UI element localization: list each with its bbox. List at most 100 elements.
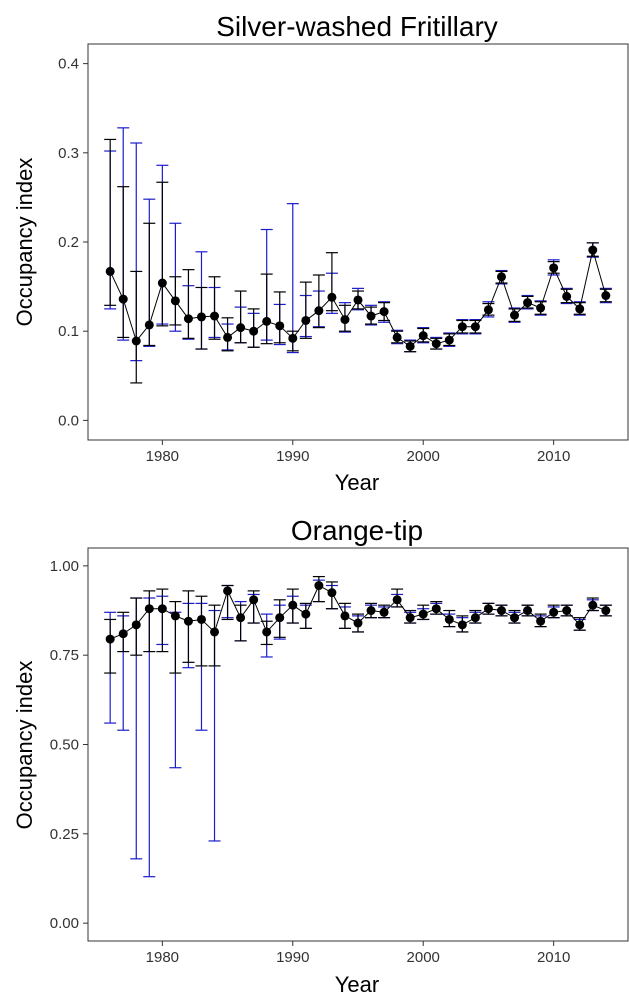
y-tick-label: 0.2 bbox=[58, 234, 79, 251]
data-point bbox=[379, 307, 389, 317]
data-point bbox=[340, 611, 350, 621]
y-tick-label: 0.25 bbox=[50, 826, 79, 843]
data-point bbox=[392, 332, 402, 342]
data-point bbox=[536, 616, 546, 626]
y-tick-label: 0.00 bbox=[50, 915, 79, 932]
data-point bbox=[288, 333, 298, 343]
data-marks bbox=[104, 127, 612, 384]
data-point bbox=[196, 312, 206, 322]
data-point bbox=[353, 618, 363, 628]
y-axis-title: Occupancy index bbox=[12, 158, 37, 327]
y-axis-title: Occupancy index bbox=[12, 661, 37, 830]
data-point bbox=[601, 291, 611, 301]
data-point bbox=[170, 611, 180, 621]
data-point bbox=[275, 613, 285, 623]
data-point bbox=[575, 304, 585, 314]
data-point bbox=[288, 600, 298, 610]
data-point bbox=[144, 604, 154, 614]
x-tick-label: 2010 bbox=[537, 448, 570, 465]
x-tick-label: 2010 bbox=[537, 949, 570, 966]
data-point bbox=[210, 311, 220, 321]
data-point bbox=[470, 322, 480, 332]
y-tick-label: 0.50 bbox=[50, 737, 79, 754]
data-point bbox=[392, 595, 402, 605]
data-point bbox=[562, 606, 572, 616]
data-point bbox=[496, 606, 506, 616]
data-point bbox=[483, 604, 493, 614]
data-point bbox=[327, 292, 337, 302]
panel-title: Orange-tip bbox=[291, 515, 423, 546]
data-point bbox=[249, 326, 259, 336]
data-point bbox=[457, 322, 467, 332]
y-tick-label: 0.3 bbox=[58, 145, 79, 162]
data-point bbox=[588, 600, 598, 610]
data-point bbox=[510, 613, 520, 623]
data-point bbox=[431, 604, 441, 614]
y-tick-label: 1.00 bbox=[50, 558, 79, 575]
data-point bbox=[262, 316, 272, 326]
data-point bbox=[131, 336, 141, 346]
data-point bbox=[183, 616, 193, 626]
x-tick-label: 1980 bbox=[146, 949, 179, 966]
data-point bbox=[549, 263, 559, 273]
data-point bbox=[496, 272, 506, 282]
data-point bbox=[183, 314, 193, 324]
plot-frame bbox=[87, 43, 629, 441]
data-point bbox=[483, 305, 493, 315]
data-point bbox=[262, 627, 272, 637]
data-point bbox=[105, 266, 115, 276]
x-axis-title: Year bbox=[335, 470, 379, 495]
data-point bbox=[444, 335, 454, 345]
panel-title: Silver-washed Fritillary bbox=[216, 11, 498, 42]
y-tick-label: 0.1 bbox=[58, 323, 79, 340]
data-point bbox=[379, 607, 389, 617]
data-point bbox=[536, 303, 546, 313]
data-point bbox=[523, 298, 533, 308]
panel-silver-washed-fritillary: Silver-washed Fritillary Year Occupancy … bbox=[12, 11, 629, 495]
x-tick-label: 1990 bbox=[276, 448, 309, 465]
data-point bbox=[340, 315, 350, 325]
data-point bbox=[405, 613, 415, 623]
x-tick-label: 1990 bbox=[276, 949, 309, 966]
data-point bbox=[236, 613, 246, 623]
data-point bbox=[223, 332, 233, 342]
data-point bbox=[562, 291, 572, 301]
data-point bbox=[301, 315, 311, 325]
data-point bbox=[170, 296, 180, 306]
y-tick-label: 0.0 bbox=[58, 412, 79, 429]
data-point bbox=[249, 595, 259, 605]
data-point bbox=[131, 620, 141, 630]
x-tick-label: 1980 bbox=[146, 448, 179, 465]
x-axis-title: Year bbox=[335, 972, 379, 995]
data-point bbox=[457, 620, 467, 630]
data-point bbox=[418, 331, 428, 341]
axis-ticks: 1980 1990 2000 2010 0.0 0.1 0.2 0.3 0.4 bbox=[58, 56, 570, 465]
data-point bbox=[196, 614, 206, 624]
data-marks bbox=[104, 575, 612, 878]
data-point bbox=[327, 588, 337, 598]
data-point bbox=[223, 586, 233, 596]
data-point bbox=[314, 581, 324, 591]
data-point bbox=[118, 294, 128, 304]
data-point bbox=[575, 620, 585, 630]
data-point bbox=[444, 614, 454, 624]
data-point bbox=[366, 606, 376, 616]
x-tick-label: 2000 bbox=[407, 949, 440, 966]
data-point bbox=[366, 311, 376, 321]
data-point bbox=[418, 609, 428, 619]
data-point bbox=[210, 627, 220, 637]
data-point bbox=[118, 629, 128, 639]
data-point bbox=[523, 606, 533, 616]
data-point bbox=[144, 320, 154, 330]
y-tick-label: 0.4 bbox=[58, 56, 79, 73]
data-point bbox=[510, 310, 520, 320]
panel-orange-tip: Orange-tip Year Occupancy index 1980 1990… bbox=[12, 515, 629, 997]
data-point bbox=[105, 634, 115, 644]
data-point bbox=[157, 278, 167, 288]
data-point bbox=[236, 323, 246, 333]
data-point bbox=[588, 245, 598, 255]
data-point bbox=[275, 321, 285, 331]
data-point bbox=[353, 295, 363, 305]
